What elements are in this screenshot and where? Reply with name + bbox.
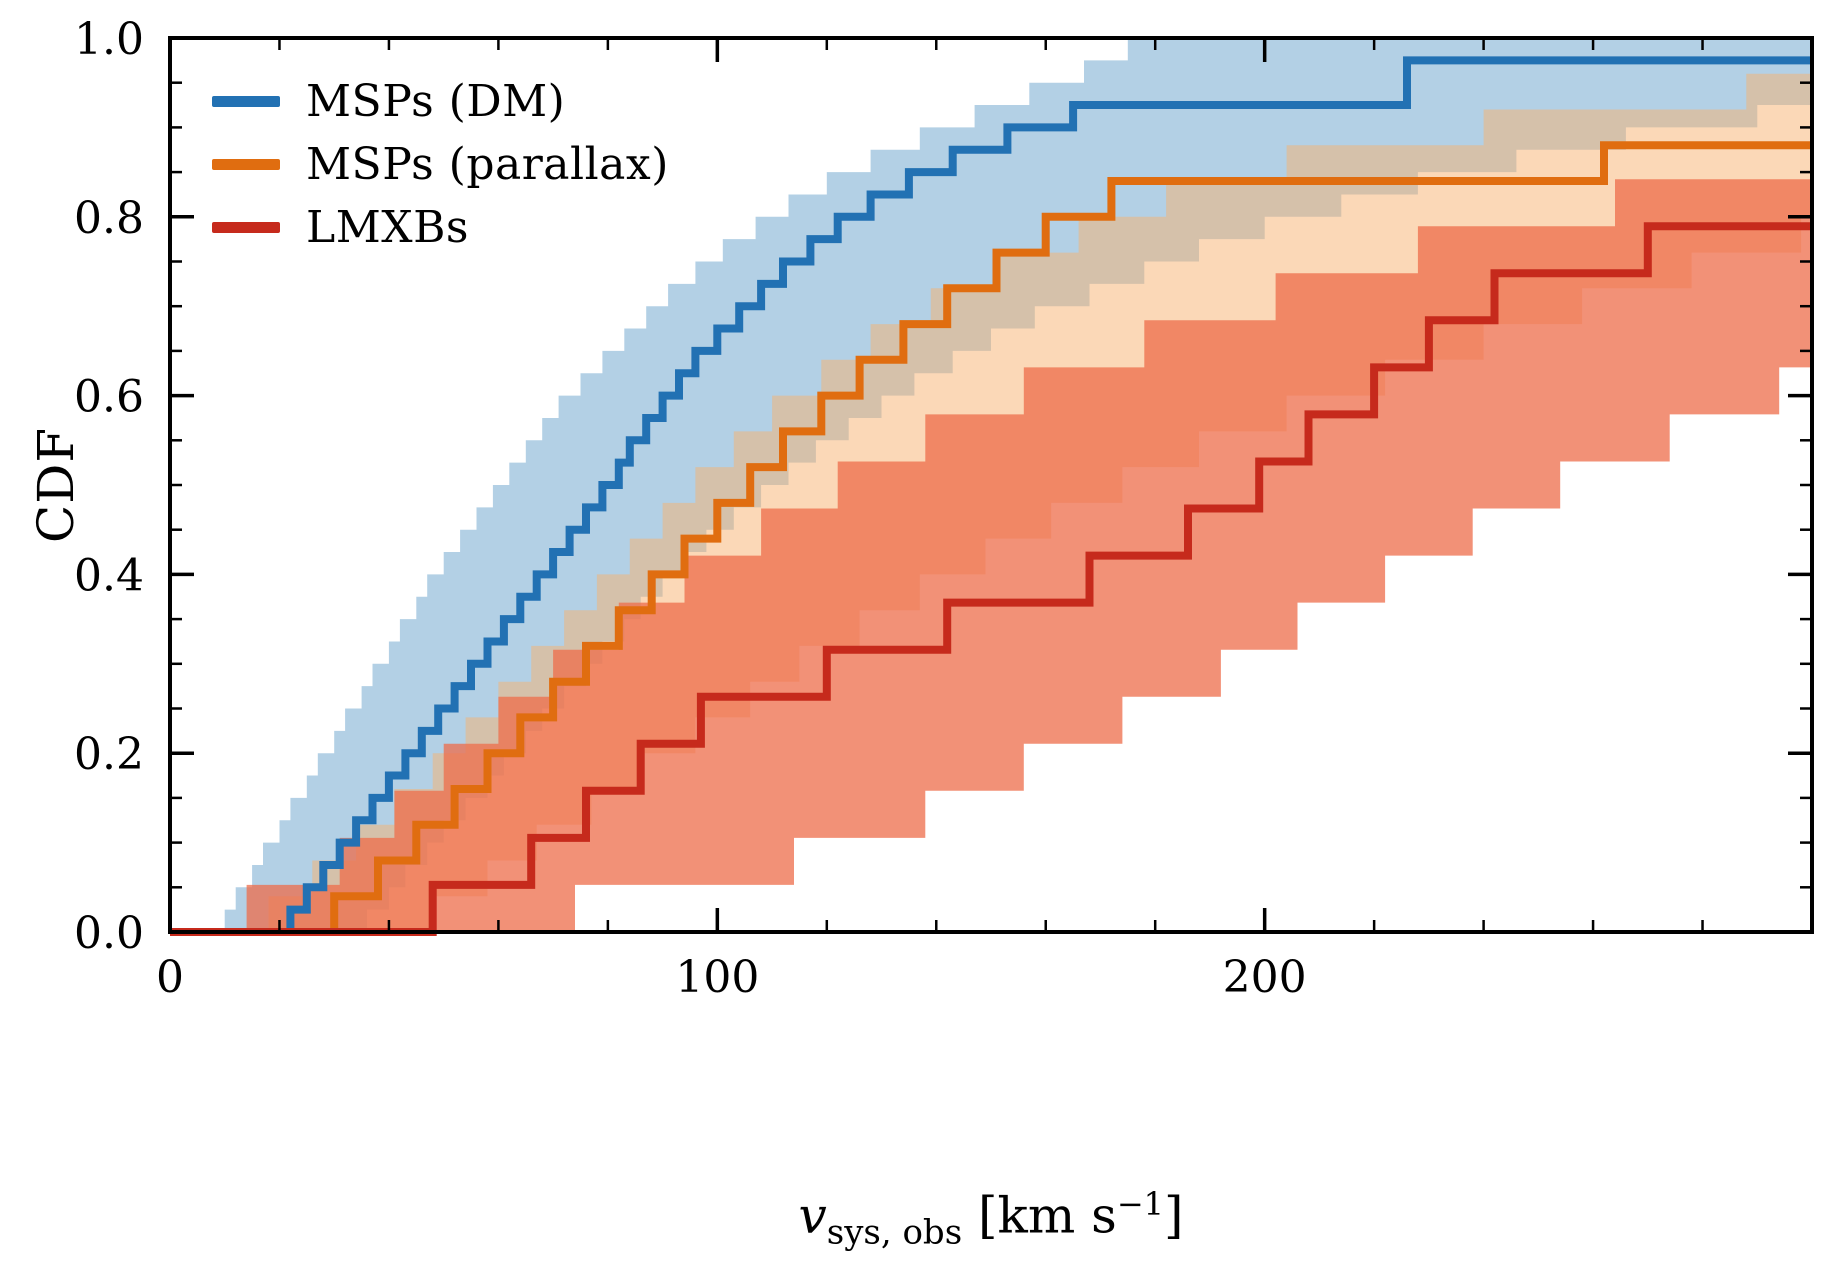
legend-label-lmxb: LMXBs (306, 201, 470, 253)
y-tick-label: 0.2 (74, 729, 144, 780)
x-tick-label: 100 (675, 952, 759, 1003)
legend-label-msp-parallax: MSPs (parallax) (306, 138, 669, 190)
y-axis-label: CDF (27, 426, 85, 544)
lmxb-cdf-line (170, 222, 1812, 936)
legend-swatch-msp-dm (212, 95, 280, 107)
x-axis-label: vsys, obs [km s−1] (798, 1185, 1183, 1253)
x-axis-exponent: −1 (1116, 1185, 1164, 1223)
y-tick-label: 0.6 (74, 372, 144, 423)
legend-item-msp-parallax: MSPs (parallax) (212, 138, 669, 190)
legend-swatch-lmxb (212, 221, 280, 233)
x-axis-subscript: sys, obs (826, 1212, 963, 1253)
legend-swatch-msp-parallax (212, 158, 280, 170)
msp-dm-cdf-line (170, 56, 1812, 936)
y-tick-label: 0.4 (74, 550, 144, 601)
y-tick-label: 1.0 (74, 14, 144, 65)
legend: MSPs (DM) MSPs (parallax) LMXBs (212, 75, 669, 267)
msp-parallax-cdf-line (170, 141, 1812, 936)
plot-area (170, 38, 1812, 936)
x-axis-unit-post: ] (1163, 1186, 1184, 1245)
x-axis-unit-pre: [km s (962, 1186, 1117, 1245)
legend-item-lmxb: LMXBs (212, 201, 669, 253)
legend-label-msp-dm: MSPs (DM) (306, 75, 566, 127)
axes-frame (168, 36, 1814, 934)
legend-item-msp-dm: MSPs (DM) (212, 75, 669, 127)
y-tick-label: 0.0 (74, 908, 144, 959)
x-tick-label: 0 (156, 952, 184, 1003)
x-axis-variable: v (798, 1186, 827, 1245)
y-tick-label: 0.8 (74, 193, 144, 244)
x-tick-label: 200 (1223, 952, 1307, 1003)
